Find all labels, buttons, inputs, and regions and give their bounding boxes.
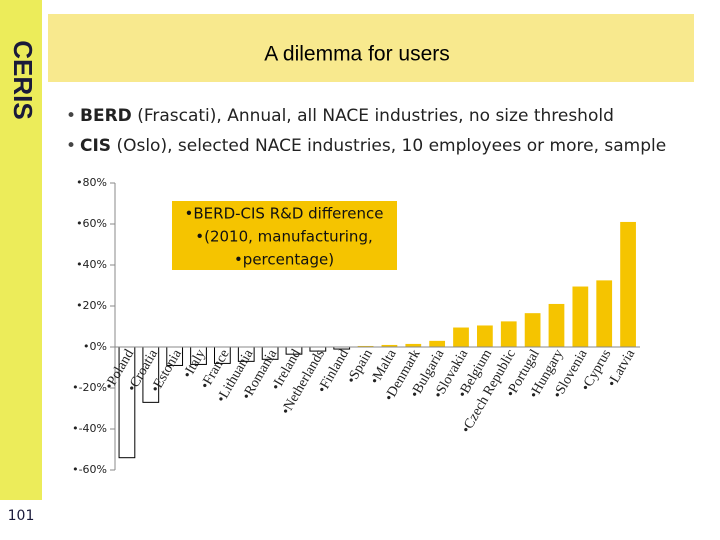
annotation: •BERD-CIS R&D difference	[185, 205, 384, 223]
logo: CERIS	[8, 40, 38, 119]
bar	[381, 344, 398, 347]
bar	[596, 280, 613, 347]
bar	[477, 325, 493, 347]
y-tick-label: •40%	[76, 258, 107, 271]
slide-number: 101	[8, 508, 35, 524]
slide-title: A dilemma for users	[264, 43, 450, 66]
bar	[548, 303, 565, 347]
bullet-marker: •	[66, 136, 76, 156]
annotation: •percentage)	[234, 251, 334, 269]
bar	[405, 343, 422, 347]
bar	[524, 313, 541, 347]
y-tick-label: •60%	[76, 217, 107, 230]
bar	[572, 286, 589, 347]
bullet-bold: CIS	[80, 136, 111, 156]
annotation-box	[172, 201, 397, 270]
y-tick-label: •-20%	[72, 381, 107, 394]
y-tick-label: •-60%	[72, 463, 107, 476]
bullet-marker: •	[66, 106, 76, 126]
bar	[429, 340, 446, 347]
bullet-text: CIS (Oslo), selected NACE industries, 10…	[80, 136, 666, 156]
y-tick-label: •0%	[83, 340, 107, 353]
number-box	[0, 500, 42, 540]
bar	[620, 221, 636, 347]
title-box	[48, 14, 694, 82]
bullet-bold: BERD	[80, 106, 132, 126]
bar	[500, 321, 517, 347]
annotation: •(2010, manufacturing,	[195, 228, 372, 246]
bar	[453, 327, 469, 347]
bullet-rest: (Frascati), Annual, all NACE industries,…	[137, 106, 614, 126]
y-tick-label: •80%	[76, 176, 107, 189]
bullet-text: BERD (Frascati), Annual, all NACE indust…	[80, 106, 614, 126]
y-tick-label: •20%	[76, 299, 107, 312]
chart: •80%•60%•40%•20%•0%•-20%•-40%•-60%•Polan…	[72, 176, 640, 476]
bullets: • BERD (Frascati), Annual, all NACE indus…	[66, 106, 666, 156]
sidebar	[0, 0, 42, 540]
bullet-rest: (Oslo), selected NACE industries, 10 emp…	[116, 136, 666, 156]
y-tick-label: •-40%	[72, 422, 107, 435]
bar	[357, 345, 374, 347]
